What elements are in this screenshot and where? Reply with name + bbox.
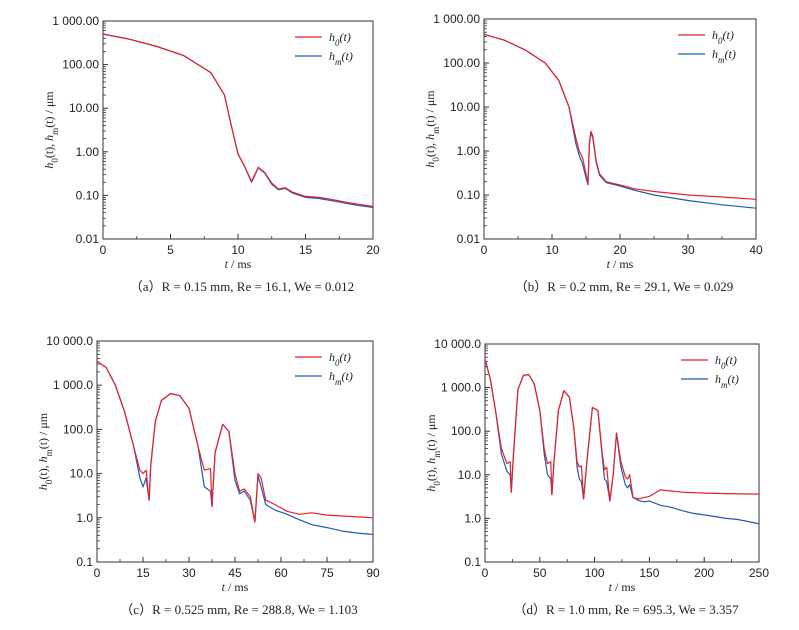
y-axis-label: h0(t), hm(t) / μm xyxy=(42,91,60,169)
chart-a: 0.01 0.10 1.00 10.00 100.00 1 000.00 0 5 10 15 20 t… xyxy=(42,14,380,294)
chart-d: 0.1 1.0 10.0 100.0 1 000.0 10 000.0 0 50 100 150 2… xyxy=(424,337,769,617)
x-tick-label: 250 xyxy=(749,566,769,580)
chart-caption: （b）R = 0.2 mm, Re = 29.1, We = 0.029 xyxy=(515,279,734,294)
x-tick-label: 15 xyxy=(136,566,150,580)
y-tick-label: 1.0 xyxy=(76,511,93,525)
legend-hm-label: hm(t) xyxy=(329,49,353,67)
x-tick-label: 0 xyxy=(100,243,107,257)
x-tick-label: 200 xyxy=(694,566,714,580)
y-tick-label: 10.0 xyxy=(458,468,482,482)
series-h0-line xyxy=(103,33,373,207)
x-tick-label: 20 xyxy=(366,243,380,257)
x-tick-label: 50 xyxy=(533,566,547,580)
y-tick-label: 1.00 xyxy=(457,144,481,158)
y-axis-label: h0(t), hm(t) / μm xyxy=(36,412,54,490)
x-tick-label: 30 xyxy=(182,566,196,580)
x-tick-label: 90 xyxy=(366,566,380,580)
legend-hm-label: hm(t) xyxy=(712,47,736,65)
x-tick-label: 0 xyxy=(482,566,489,580)
y-tick-label: 100.00 xyxy=(62,58,99,72)
x-tick-label: 75 xyxy=(320,566,334,580)
series-hm-line xyxy=(97,360,373,536)
chart-caption: （c）R = 0.525 mm, Re = 288.8, We = 1.103 xyxy=(120,602,357,617)
legend-h0-label: h0(t) xyxy=(715,353,737,371)
y-tick-label: 1 000.0 xyxy=(441,381,481,395)
x-tick-label: 0 xyxy=(481,243,488,257)
x-tick-label: 45 xyxy=(228,566,242,580)
series-h0-line xyxy=(485,358,759,502)
caption-label: （a） xyxy=(130,279,162,294)
y-tick-label: 10 000.0 xyxy=(46,334,93,348)
y-tick-label: 0.10 xyxy=(457,188,481,202)
legend-hm-label: hm(t) xyxy=(329,369,353,387)
x-axis-label: t / ms xyxy=(225,257,252,271)
y-tick-label: 1.00 xyxy=(76,145,100,159)
y-tick-label: 10 000.0 xyxy=(434,337,481,351)
caption-label: （c） xyxy=(120,602,152,617)
legend-hm-label: hm(t) xyxy=(715,372,739,390)
y-tick-label: 100.00 xyxy=(443,56,480,70)
x-tick-label: 5 xyxy=(167,243,174,257)
caption-label: （b） xyxy=(515,279,548,294)
chart-c: 0.1 1.0 10.0 100.0 1 000.0 10 000.0 0 15 30 45 60 7… xyxy=(36,334,380,617)
caption-text: R = 0.15 mm, Re = 16.1, We = 0.012 xyxy=(162,279,355,294)
series-h0-line xyxy=(484,33,756,200)
y-tick-label: 0.10 xyxy=(76,188,100,202)
x-tick-label: 20 xyxy=(613,243,627,257)
y-tick-label: 0.1 xyxy=(76,555,93,569)
series-h0-line xyxy=(97,360,373,523)
caption-label: （d） xyxy=(513,602,546,617)
x-tick-label: 150 xyxy=(639,566,659,580)
x-axis-label: t / ms xyxy=(222,580,249,594)
x-tick-label: 100 xyxy=(585,566,605,580)
y-tick-label: 1 000.00 xyxy=(433,12,480,26)
y-tick-label: 1.0 xyxy=(464,511,481,525)
x-tick-label: 10 xyxy=(231,243,245,257)
y-tick-label: 1 000.0 xyxy=(53,378,93,392)
x-axis-label: t / ms xyxy=(607,257,634,271)
legend-h0-label: h0(t) xyxy=(329,30,351,48)
y-tick-label: 10.0 xyxy=(70,467,94,481)
y-axis-label: h0(t), hm(t) / μm xyxy=(423,90,441,168)
x-axis-label: t / ms xyxy=(609,580,636,594)
x-tick-label: 15 xyxy=(299,243,313,257)
legend-h0-label: h0(t) xyxy=(329,350,351,368)
y-tick-label: 10.00 xyxy=(450,100,480,114)
chart-caption: （d）R = 1.0 mm, Re = 695.3, We = 3.357 xyxy=(513,602,739,617)
chart-b: 0.01 0.10 1.00 10.00 100.00 1 000.00 0 10 20 30 40… xyxy=(423,12,763,294)
y-tick-label: 10.00 xyxy=(69,101,99,115)
caption-text: R = 1.0 mm, Re = 695.3, We = 3.357 xyxy=(546,602,739,617)
x-tick-label: 30 xyxy=(681,243,695,257)
caption-text: R = 0.525 mm, Re = 288.8, We = 1.103 xyxy=(152,602,358,617)
y-tick-label: 0.1 xyxy=(464,555,481,569)
chart-caption: （a）R = 0.15 mm, Re = 16.1, We = 0.012 xyxy=(130,279,354,294)
x-tick-label: 40 xyxy=(749,243,763,257)
y-tick-label: 100.0 xyxy=(451,424,481,438)
x-tick-label: 0 xyxy=(94,566,101,580)
y-axis-label: h0(t), hm(t) / μm xyxy=(424,414,442,492)
legend-h0-label: h0(t) xyxy=(712,28,734,46)
x-tick-label: 10 xyxy=(545,243,559,257)
caption-text: R = 0.2 mm, Re = 29.1, We = 0.029 xyxy=(547,279,733,294)
y-tick-label: 1 000.00 xyxy=(52,14,99,28)
y-tick-label: 0.01 xyxy=(457,232,481,246)
x-tick-label: 60 xyxy=(274,566,288,580)
y-tick-label: 0.01 xyxy=(76,232,100,246)
y-tick-label: 100.0 xyxy=(63,422,93,436)
